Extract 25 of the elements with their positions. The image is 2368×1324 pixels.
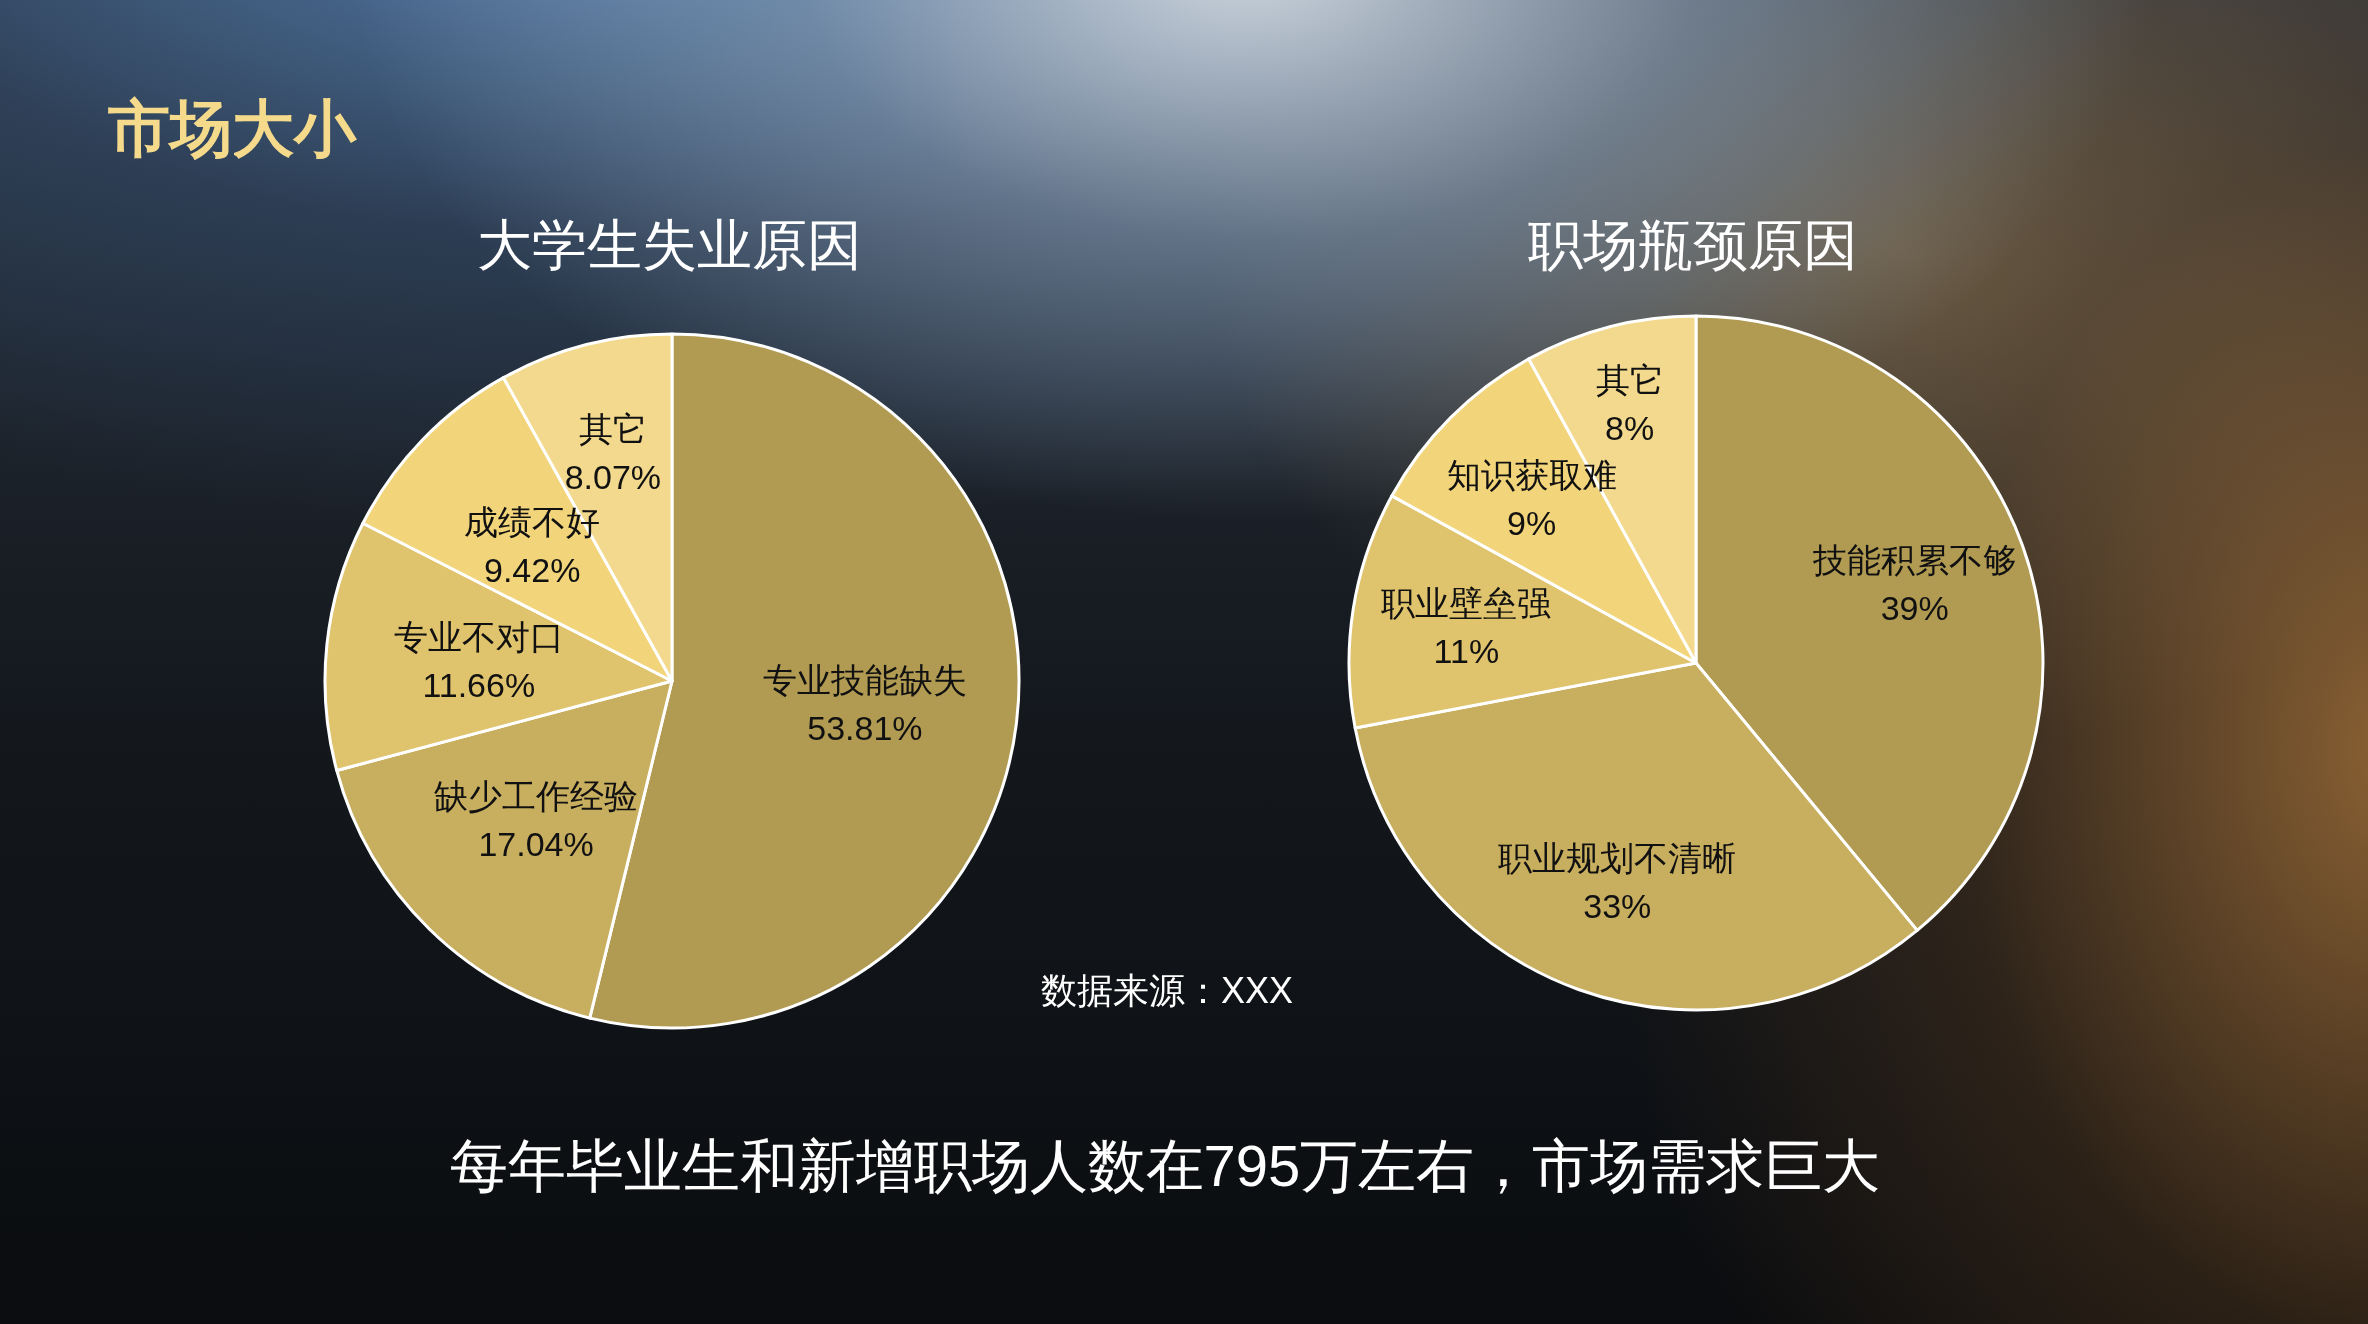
data-label: 9.42% bbox=[484, 551, 581, 590]
source-note: 数据来源：XXX bbox=[1040, 969, 1294, 1011]
slice-label: 职业壁垒强 bbox=[1381, 583, 1552, 622]
text: 市场大小 bbox=[107, 93, 357, 163]
slice-label: 职业规划不清晰 bbox=[1498, 838, 1737, 877]
data-label: 11.66% bbox=[422, 665, 536, 704]
data-label: 11% bbox=[1433, 631, 1500, 670]
data-label: 53.81% bbox=[807, 709, 923, 748]
slice-label: 知识获取难 bbox=[1446, 455, 1617, 494]
data-label: 8% bbox=[1604, 409, 1655, 448]
data-label: 8.07% bbox=[564, 457, 662, 496]
chart-title: 大学生失业原因 bbox=[476, 214, 862, 276]
slice-label: 成绩不好 bbox=[464, 503, 601, 542]
data-label: 9% bbox=[1507, 503, 1557, 542]
text: 每年毕业生和新增职场人数在795万左右，市场需求巨大 bbox=[449, 1132, 1881, 1198]
slice-label: 其它 bbox=[578, 409, 647, 448]
chart-title: 职场瓶颈原因 bbox=[1528, 214, 1858, 276]
data-label: 33% bbox=[1583, 886, 1652, 925]
data-label: 39% bbox=[1880, 589, 1949, 628]
slice-label: 专业不对口 bbox=[393, 617, 564, 656]
slice-label: 缺少工作经验 bbox=[434, 776, 639, 815]
data-label: 17.04% bbox=[478, 824, 594, 863]
slice-label: 专业技能缺失 bbox=[762, 661, 967, 700]
slice-label: 其它 bbox=[1595, 361, 1664, 400]
slice-label: 技能积累不够 bbox=[1811, 541, 2017, 580]
